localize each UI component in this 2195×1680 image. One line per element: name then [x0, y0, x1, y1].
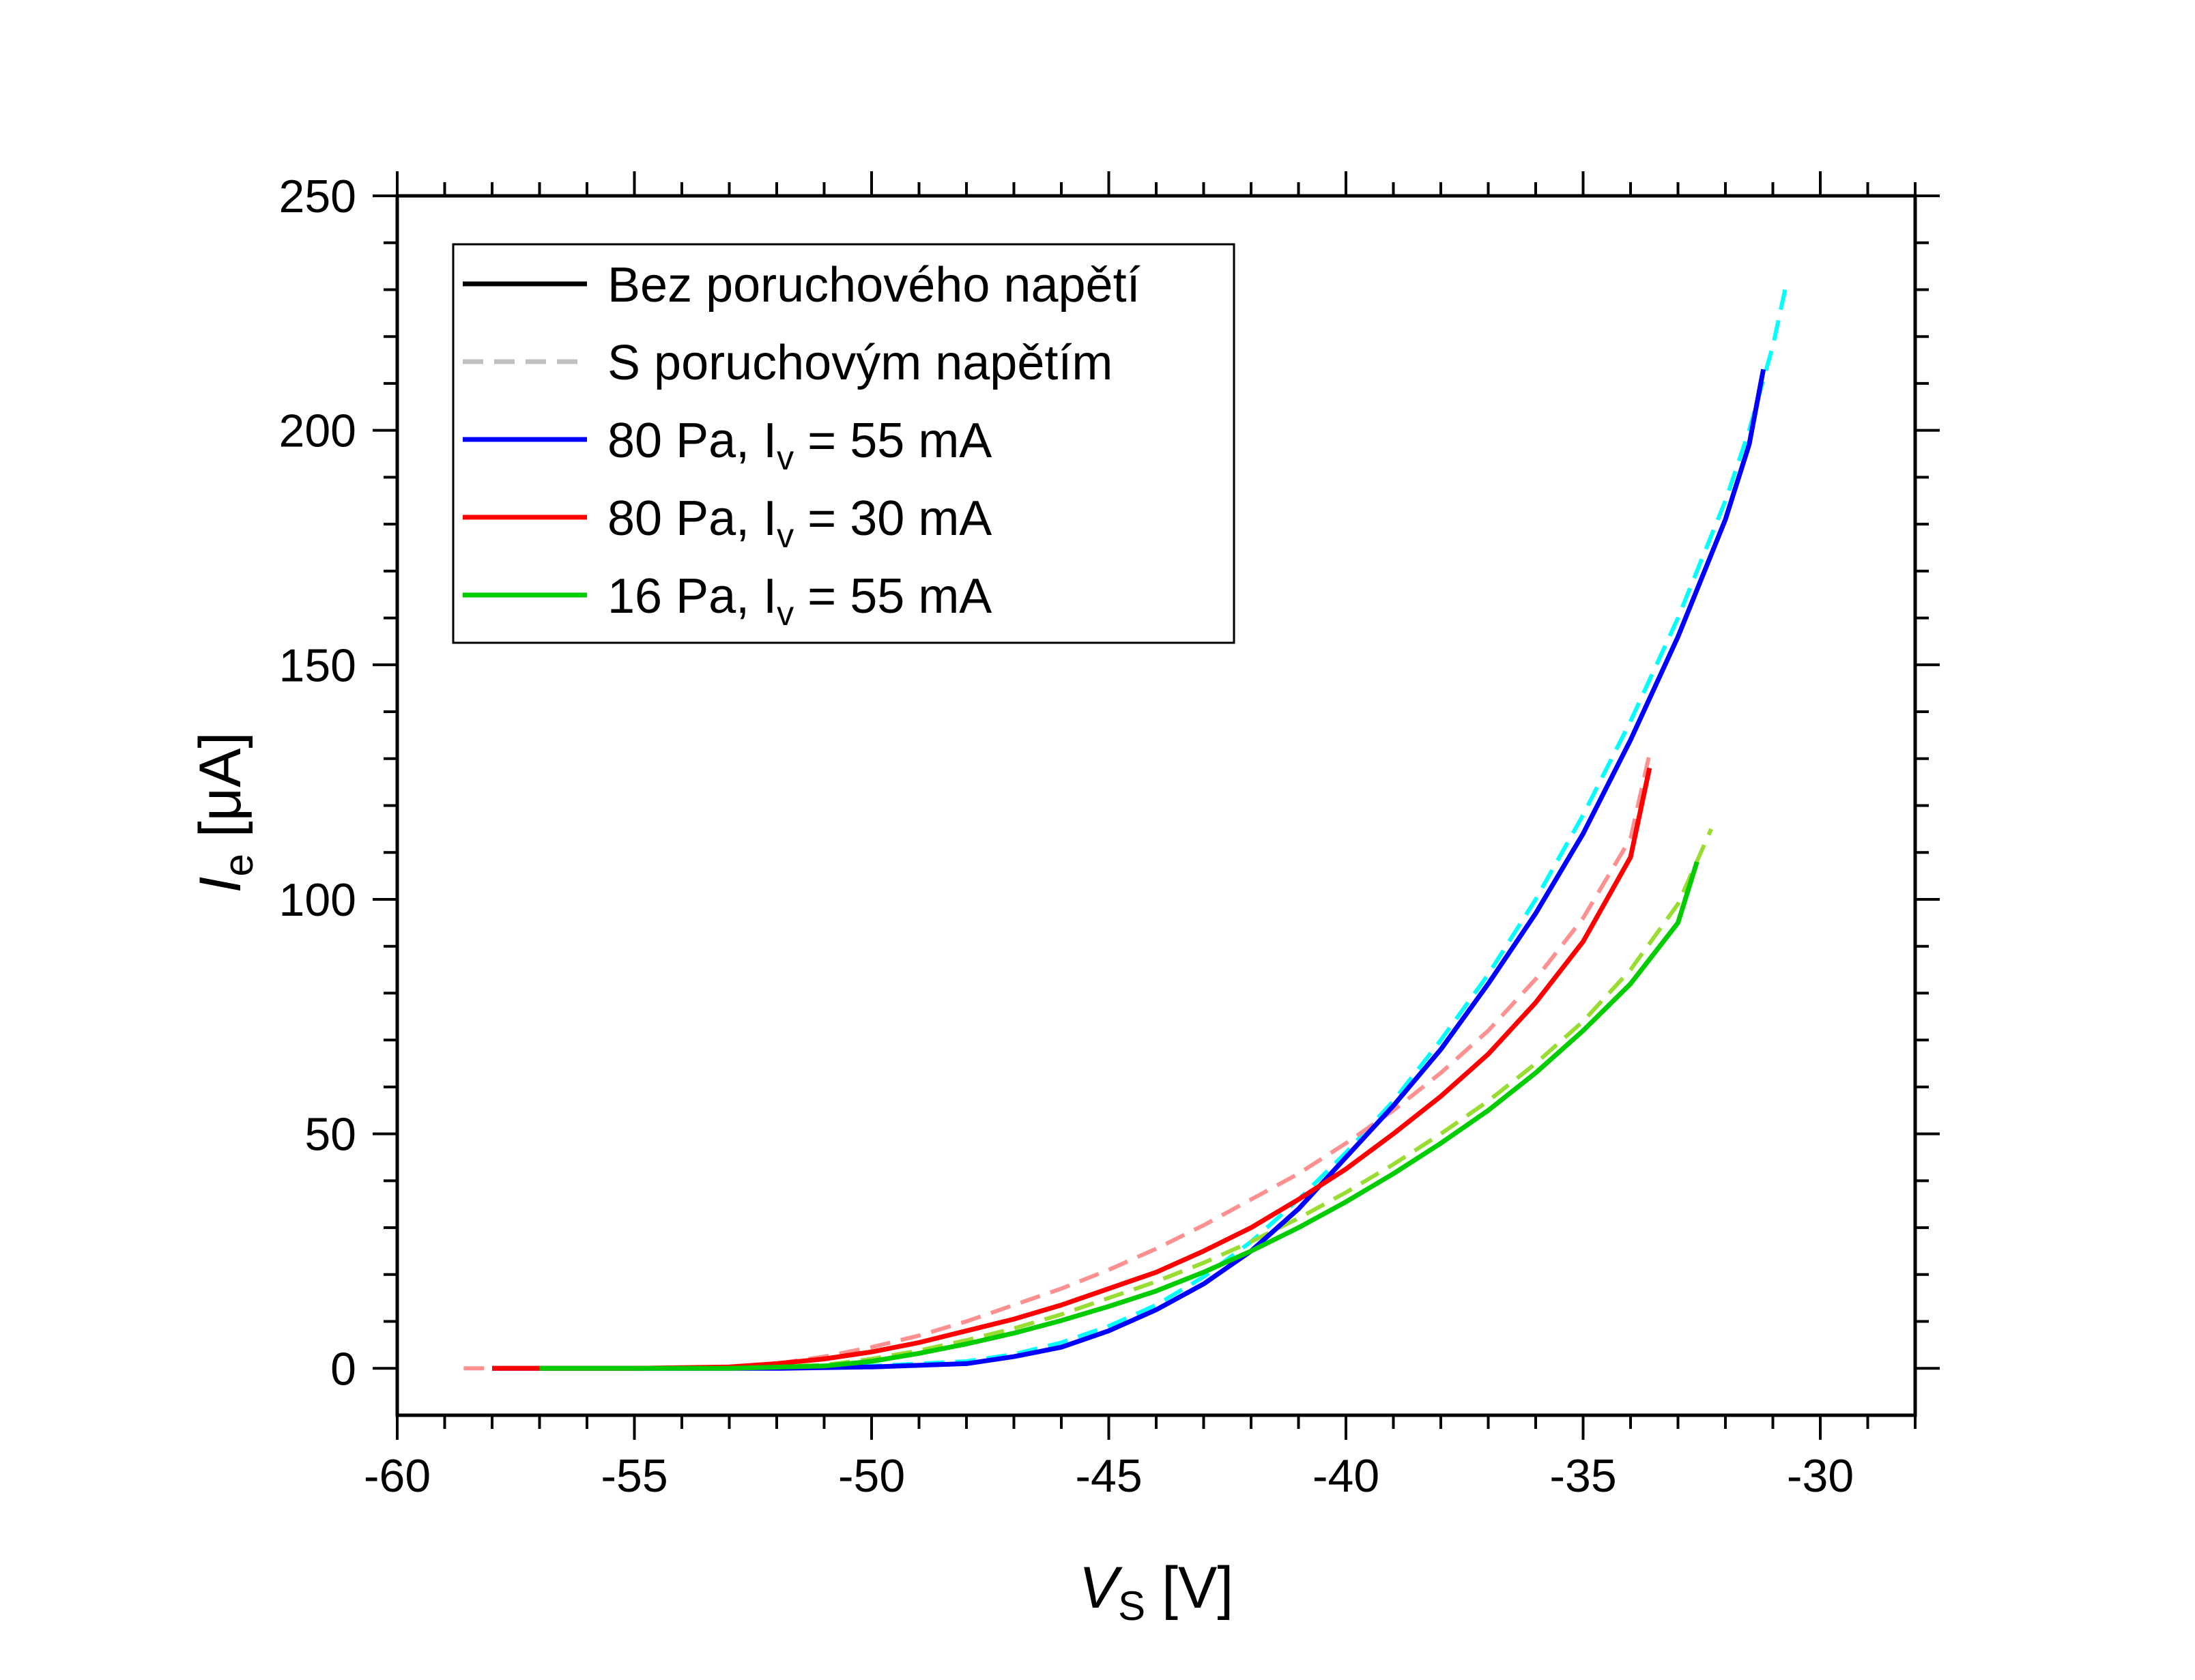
y-axis-label: Ie [μA]: [188, 732, 261, 893]
x-tick-label: -40: [1312, 1450, 1379, 1502]
x-tick-label: -30: [1787, 1450, 1854, 1502]
series-line-0: [515, 280, 1790, 1371]
legend: Bez poruchového napětí S poruchovým napět…: [452, 243, 1235, 644]
legend-box: [452, 243, 1235, 644]
series-line-5: [539, 860, 1699, 1371]
legend-label-1: S poruchovým napětím: [607, 336, 1113, 390]
x-tick-label: -45: [1075, 1450, 1142, 1502]
series-line-3: [492, 368, 1766, 1371]
x-tick-label: -50: [838, 1450, 905, 1502]
y-tick-label: 250: [279, 171, 356, 222]
y-tick-label: 50: [304, 1109, 356, 1161]
axis-ticks: [373, 171, 1940, 1440]
y-tick-label: 100: [279, 874, 356, 926]
legend-label-3: 80 Pa, Iv = 30 mA: [607, 491, 992, 555]
y-tick-label: 0: [330, 1343, 356, 1395]
y-tick-label: 150: [279, 639, 356, 691]
x-axis-label: VS [V]: [1079, 1555, 1233, 1629]
x-tick-label: -55: [601, 1450, 668, 1502]
series-line-4: [492, 767, 1652, 1371]
legend-label-2: 80 Pa, Iv = 55 mA: [607, 414, 992, 477]
legend-label-4: 16 Pa, Iv = 55 mA: [607, 569, 992, 633]
series-line-2: [515, 828, 1713, 1371]
x-tick-label: -60: [364, 1450, 431, 1502]
legend-label-0: Bez poruchového napětí: [607, 258, 1140, 313]
plot-data-group: [463, 280, 1790, 1371]
axis-tick-labels: -60 -55 -50 -45 -40 -35 -30 0 50 100 150 200 250: [279, 171, 1854, 1502]
x-tick-label: -35: [1549, 1450, 1616, 1502]
y-tick-label: 200: [279, 405, 356, 457]
